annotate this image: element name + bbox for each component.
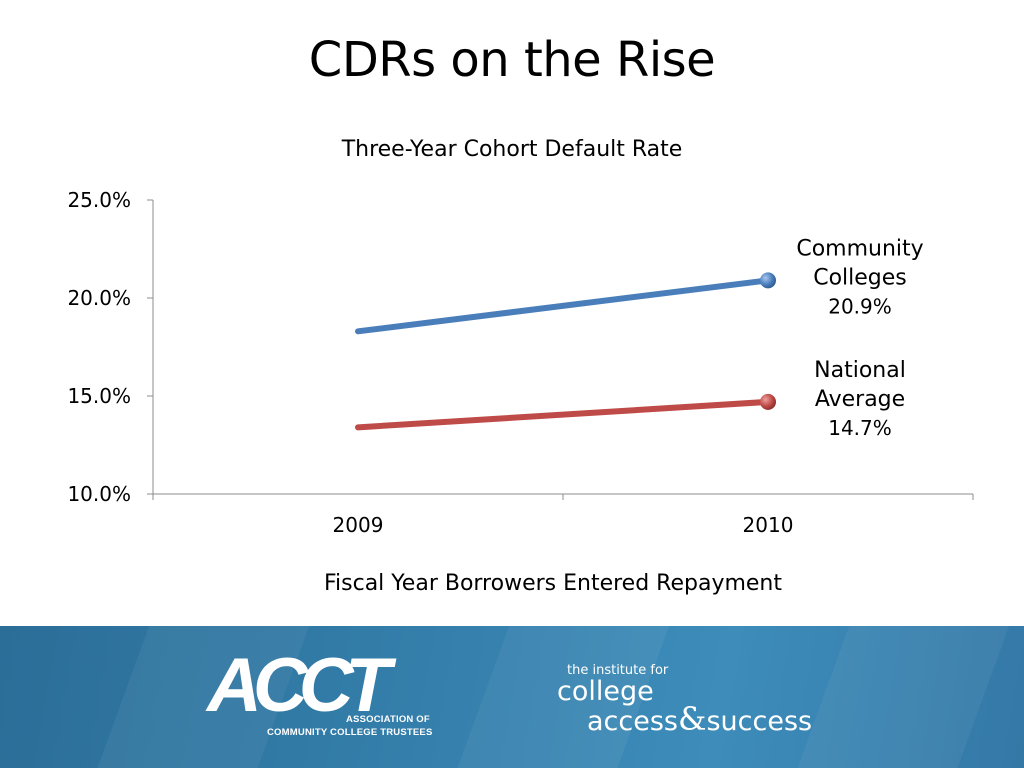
acct-logo: ACCT ASSOCIATION OF COMMUNITY COLLEGE TR… [207,648,437,743]
series-marker [760,272,776,289]
y-tick-label: 20.0% [67,286,131,310]
series-line [355,398,771,431]
data-label: 14.7% [828,416,892,440]
line-chart: Three-Year Cohort Default Rate 10.0% 15.0… [67,137,974,596]
y-tick-label: 10.0% [67,482,131,506]
data-label: 20.9% [828,294,892,318]
institute-logo: the institute for college access&success [557,663,837,743]
series-label: Community [796,236,923,261]
series-label: Colleges [813,265,907,290]
x-axis-label: Fiscal Year Borrowers Entered Repayment [324,571,782,596]
institute-logo-access-success: access&success [587,700,813,738]
acct-logo-subtitle-1: ASSOCIATION OF [346,714,430,725]
acct-logo-subtitle-2: COMMUNITY COLLEGE TRUSTEES [267,727,433,738]
slide-title: CDRs on the Rise [308,32,716,88]
y-tick-label: 15.0% [67,384,131,408]
x-tick-label: 2010 [743,513,794,537]
series-marker [760,393,776,410]
institute-logo-tagline: the institute for [567,663,669,678]
series-line [355,277,771,335]
acct-logo-wordmark: ACCT [207,643,391,728]
footer-banner [0,626,1024,768]
chart-title: Three-Year Cohort Default Rate [341,137,683,162]
institute-logo-college: college [557,676,654,707]
x-tick-label: 2009 [333,513,384,537]
y-tick-label: 25.0% [67,188,131,212]
series-label: Average [815,387,905,412]
series-label: National [814,358,906,383]
